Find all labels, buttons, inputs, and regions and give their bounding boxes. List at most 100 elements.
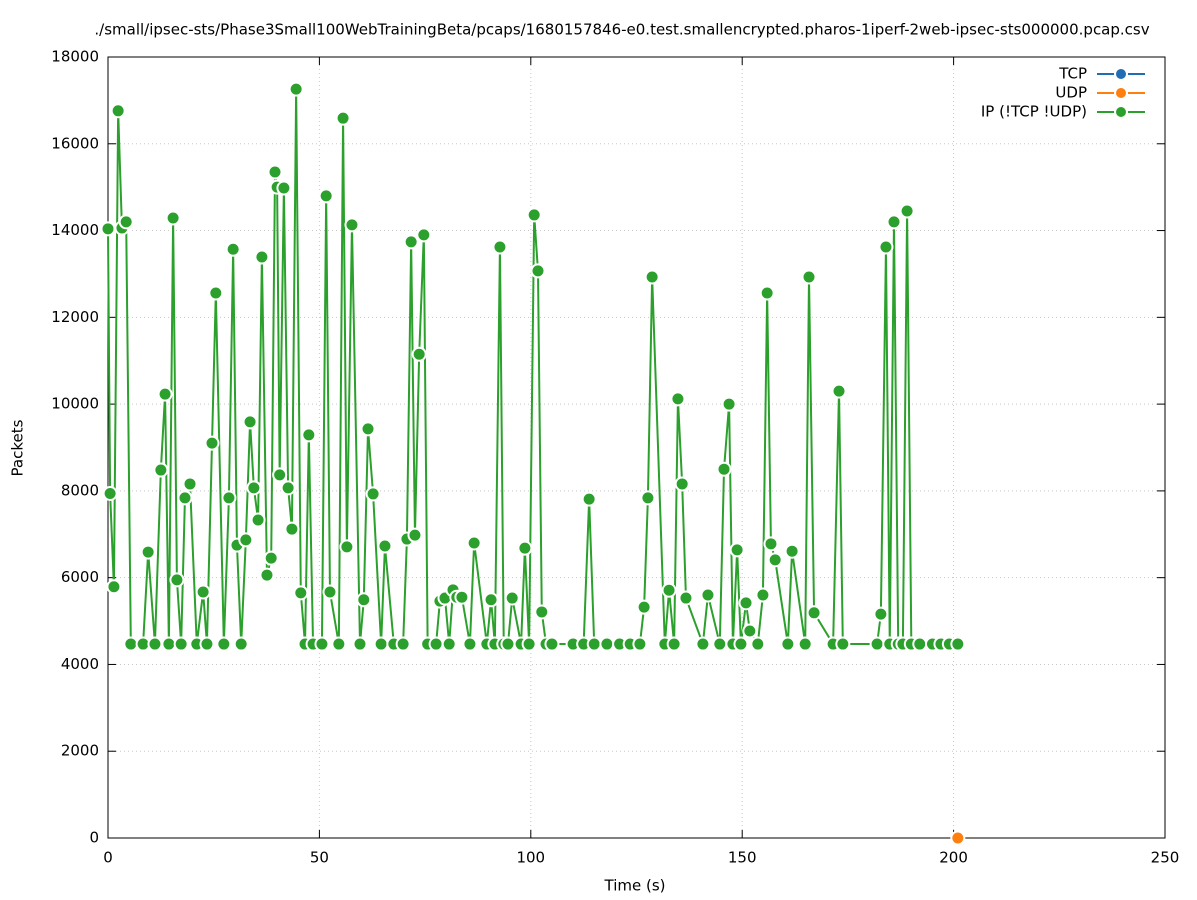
data-point xyxy=(492,239,508,255)
data-point xyxy=(147,636,163,652)
legend-label: UDP xyxy=(1055,84,1087,102)
data-point xyxy=(365,486,381,502)
data-point xyxy=(280,480,296,496)
legend-marker xyxy=(1114,86,1128,100)
data-point xyxy=(267,164,283,180)
x-tick-label: 150 xyxy=(728,849,757,867)
data-point xyxy=(110,103,126,119)
data-point xyxy=(674,476,690,492)
data-point xyxy=(644,269,660,285)
data-point xyxy=(173,636,189,652)
data-point xyxy=(530,263,546,279)
x-tick-label: 200 xyxy=(939,849,968,867)
data-point xyxy=(293,585,309,601)
data-point xyxy=(157,386,173,402)
data-point xyxy=(462,636,478,652)
x-tick-label: 250 xyxy=(1151,849,1180,867)
legend-marker xyxy=(1114,105,1128,119)
legend-marker xyxy=(1114,67,1128,81)
data-point xyxy=(123,636,139,652)
data-point xyxy=(284,521,300,537)
data-point xyxy=(878,239,894,255)
data-point xyxy=(721,396,737,412)
data-point xyxy=(806,605,822,621)
data-point xyxy=(950,830,966,846)
data-point xyxy=(225,241,241,257)
data-point xyxy=(483,592,499,608)
x-tick-label: 50 xyxy=(310,849,329,867)
data-point xyxy=(100,221,116,237)
data-point xyxy=(517,540,533,556)
data-point xyxy=(169,572,185,588)
data-point xyxy=(254,249,270,265)
data-point xyxy=(640,490,656,506)
data-point xyxy=(869,636,885,652)
data-point xyxy=(526,207,542,223)
x-tick-label: 100 xyxy=(516,849,545,867)
data-point xyxy=(712,636,728,652)
data-point xyxy=(534,604,550,620)
data-point xyxy=(263,550,279,566)
x-tick-label: 0 xyxy=(103,849,113,867)
data-point xyxy=(733,636,749,652)
data-point xyxy=(195,584,211,600)
data-point xyxy=(318,188,334,204)
data-point xyxy=(544,636,560,652)
data-point xyxy=(246,480,262,496)
data-point xyxy=(873,606,889,622)
data-point xyxy=(780,636,796,652)
data-point xyxy=(599,636,615,652)
data-point xyxy=(678,590,694,606)
data-point xyxy=(521,636,537,652)
legend-label: IP (!TCP !UDP) xyxy=(981,103,1087,121)
data-point xyxy=(118,214,134,230)
data-point xyxy=(165,210,181,226)
data-point xyxy=(259,567,275,583)
data-point xyxy=(797,636,813,652)
y-axis-label: Packets xyxy=(9,419,27,476)
y-tick-label: 10000 xyxy=(51,395,99,413)
data-point xyxy=(395,636,411,652)
data-point xyxy=(666,636,682,652)
y-tick-label: 16000 xyxy=(51,134,99,152)
data-point xyxy=(301,427,317,443)
data-point xyxy=(177,490,193,506)
data-point xyxy=(742,623,758,639)
data-point xyxy=(339,539,355,555)
data-point xyxy=(288,81,304,97)
data-point xyxy=(700,587,716,603)
data-point xyxy=(755,587,771,603)
data-point xyxy=(314,636,330,652)
data-point xyxy=(441,636,457,652)
y-tick-label: 18000 xyxy=(51,48,99,66)
data-point xyxy=(466,535,482,551)
x-axis-label: Time (s) xyxy=(604,877,666,895)
data-point xyxy=(899,203,915,219)
data-point xyxy=(140,544,156,560)
data-point xyxy=(750,636,766,652)
data-point xyxy=(153,462,169,478)
data-point xyxy=(767,552,783,568)
data-point xyxy=(322,584,338,600)
data-point xyxy=(695,636,711,652)
data-point xyxy=(729,542,745,558)
data-point xyxy=(738,595,754,611)
y-tick-label: 2000 xyxy=(61,742,99,760)
data-point xyxy=(428,636,444,652)
plot-border xyxy=(107,56,1166,839)
y-tick-label: 4000 xyxy=(61,655,99,673)
data-point xyxy=(411,346,427,362)
data-point xyxy=(632,636,648,652)
data-point xyxy=(199,636,215,652)
data-point xyxy=(331,636,347,652)
data-point xyxy=(801,269,817,285)
data-point xyxy=(344,217,360,233)
data-point xyxy=(407,527,423,543)
data-point xyxy=(454,589,470,605)
data-point xyxy=(784,543,800,559)
legend-label: TCP xyxy=(1058,65,1087,83)
data-point xyxy=(581,491,597,507)
data-point xyxy=(356,592,372,608)
data-point xyxy=(835,636,851,652)
